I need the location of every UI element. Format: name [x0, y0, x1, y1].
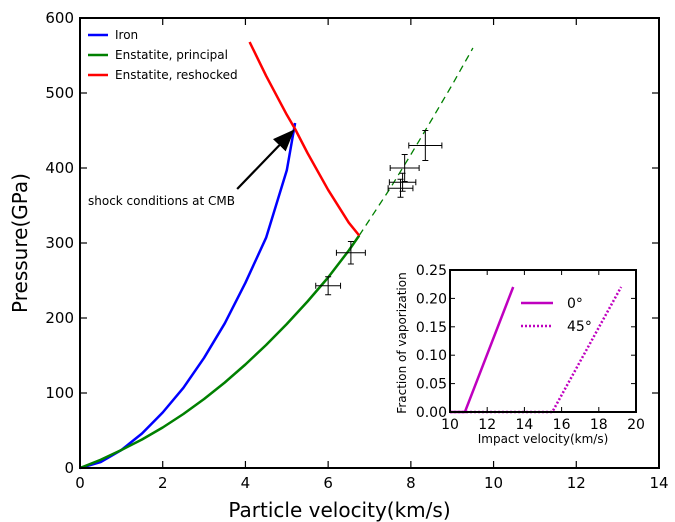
data-point-5: [408, 130, 443, 161]
x-tick-label: 6: [323, 474, 333, 492]
inset-x-tick-label: 14: [515, 417, 533, 433]
inset-y-tick-label: 0.10: [416, 348, 447, 364]
inset-x-tick-label: 20: [627, 417, 645, 433]
inset-legend-label-1: 45°: [567, 319, 592, 335]
inset-x-tick-label: 12: [478, 417, 496, 433]
inset-y-tick-label: 0.15: [416, 320, 447, 336]
x-axis-title: Particle velocity(km/s): [228, 498, 450, 522]
inset-plot: 10 12 14 16 18 20 0.00 0.05 0.10 0.15 0.20 0.25 Impa…: [392, 262, 652, 447]
inset-plot-frame: [449, 269, 637, 413]
inset-y-tick-label: 0.00: [416, 405, 447, 421]
x-tick-label: 0: [75, 474, 85, 492]
inset-y-tick-label: 0.20: [416, 291, 447, 307]
y-tick-label: 0: [64, 459, 74, 477]
main-legend: Iron Enstatite, principal Enstatite, resho…: [88, 28, 238, 82]
data-point-0: [315, 276, 342, 296]
inset-x-tick-label: 18: [590, 417, 608, 433]
data-point-4: [389, 154, 420, 182]
y-tick-label: 400: [45, 159, 74, 177]
y-axis-title: Pressure(GPa): [8, 173, 32, 313]
inset-x-tick-label: 10: [441, 417, 459, 433]
inset-background: [392, 262, 652, 447]
y-tick-label: 200: [45, 309, 74, 327]
inset-y-axis-title: Fraction of vaporization: [395, 272, 409, 413]
y-tick-label: 600: [45, 9, 74, 27]
inset-legend: 0°45°: [521, 296, 592, 335]
series-line-3: [248, 41, 361, 237]
inset-x-tick-label: 16: [553, 417, 571, 433]
inset-y-tick-label: 0.05: [416, 377, 447, 393]
x-tick-label: 14: [649, 474, 668, 492]
annotation-arrow: [236, 129, 295, 190]
inset-y-tick-label: 0.25: [416, 263, 447, 279]
inset-x-axis-title: Impact velocity(km/s): [478, 432, 609, 446]
inset-series-line-1: [450, 286, 623, 414]
data-point-1: [335, 241, 366, 265]
y-tick-label: 100: [45, 384, 74, 402]
annotation-text: shock conditions at CMB: [88, 194, 235, 208]
main-plot: shock conditions at CMB 0 2 4 6 8 10 12 14 0 100 20…: [8, 9, 669, 522]
x-tick-label: 2: [158, 474, 168, 492]
x-tick-label: 4: [241, 474, 251, 492]
y-tick-label: 500: [45, 84, 74, 102]
series-line-2: [358, 47, 474, 236]
legend-label-0: Iron: [115, 28, 138, 42]
inset-legend-label-0: 0°: [567, 296, 583, 312]
legend-label-2: Enstatite, reshocked: [115, 68, 238, 82]
x-tick-label: 10: [484, 474, 503, 492]
legend-label-1: Enstatite, principal: [115, 48, 228, 62]
x-tick-label: 8: [406, 474, 416, 492]
y-tick-label: 300: [45, 234, 74, 252]
x-tick-label: 12: [567, 474, 586, 492]
